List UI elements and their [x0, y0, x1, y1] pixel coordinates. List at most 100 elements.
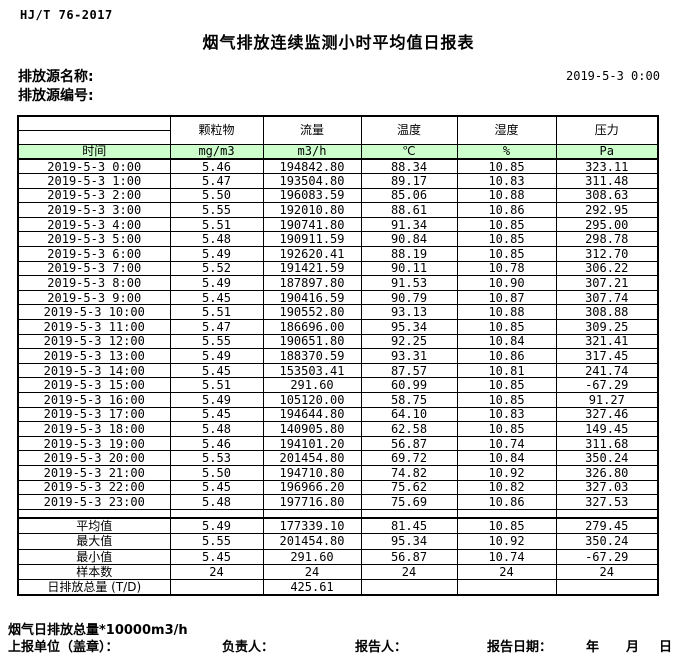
value-cell: 62.58	[360, 421, 458, 437]
value-cell: 323.11	[555, 158, 659, 175]
time-cell: 2019-5-3 4:00	[17, 216, 171, 233]
time-cell: 2019-5-3 8:00	[17, 275, 171, 291]
spacer-cell	[17, 508, 171, 520]
value-cell: 5.45	[169, 406, 264, 423]
time-cell: 2019-5-3 19:00	[17, 435, 171, 452]
spacer-cell	[262, 508, 362, 520]
col-header-pressure: 压力	[555, 115, 659, 145]
col-header-humidity: 湿度	[456, 115, 557, 145]
table-row: 2019-5-3 2:00 5.50 196083.59 85.06 10.88 308.…	[17, 187, 659, 204]
value-cell: 64.10	[360, 406, 458, 423]
table-row: 2019-5-3 16:00 5.49 105120.00 58.75 10.85 91.…	[17, 392, 659, 408]
value-cell: 10.86	[456, 494, 557, 510]
value-cell: 5.48	[169, 421, 264, 437]
value-cell: 321.41	[555, 333, 659, 350]
report-date-label: 报告日期：	[487, 640, 553, 655]
table-row: 2019-5-3 10:00 5.51 190552.80 93.13 10.88 308…	[17, 304, 659, 321]
value-cell: 24	[555, 563, 659, 581]
value-cell: 10.92	[456, 464, 557, 481]
day-label: 日	[659, 640, 673, 655]
value-cell: 88.34	[360, 158, 458, 175]
value-cell: 5.48	[169, 231, 264, 248]
value-cell: 10.74	[456, 548, 557, 565]
value-cell: 194101.20	[262, 435, 362, 452]
spacer-cell	[360, 508, 458, 520]
value-cell: 58.75	[360, 392, 458, 408]
value-cell: 5.47	[169, 319, 264, 335]
unit-flow-cell: m3/h	[262, 143, 362, 160]
value-cell: 10.83	[456, 406, 557, 423]
value-cell: 91.27	[555, 392, 659, 408]
table-row: 2019-5-3 8:00 5.49 187897.80 91.53 10.90 307.…	[17, 275, 659, 291]
value-cell: 196966.20	[262, 479, 362, 496]
value-cell: 193504.80	[262, 173, 362, 189]
value-cell: -67.29	[555, 377, 659, 393]
value-cell: 5.48	[169, 494, 264, 510]
value-cell: 5.52	[169, 260, 264, 277]
table-row: 2019-5-3 4:00 5.51 190741.80 91.34 10.85 295.…	[17, 216, 659, 233]
time-cell: 2019-5-3 18:00	[17, 421, 171, 437]
value-cell: 192620.41	[262, 246, 362, 262]
value-cell: 10.88	[456, 304, 557, 321]
value-cell: 10.85	[456, 392, 557, 408]
table-row: 2019-5-3 1:00 5.47 193504.80 89.17 10.83 311.…	[17, 173, 659, 189]
value-cell: 194644.80	[262, 406, 362, 423]
value-cell: 140905.80	[262, 421, 362, 437]
time-header-cell: 时间	[17, 143, 171, 160]
value-cell: 196083.59	[262, 187, 362, 204]
value-cell: 56.87	[360, 548, 458, 565]
value-cell: 191421.59	[262, 260, 362, 277]
value-cell: 326.80	[555, 464, 659, 481]
value-cell: 10.84	[456, 333, 557, 350]
value-cell: 10.82	[456, 479, 557, 496]
time-cell: 2019-5-3 17:00	[17, 406, 171, 423]
col-header-particulate: 颗粒物	[169, 115, 264, 145]
value-cell: 306.22	[555, 260, 659, 277]
time-cell: 2019-5-3 15:00	[17, 377, 171, 393]
time-cell: 2019-5-3 12:00	[17, 333, 171, 350]
table-row: 2019-5-3 23:00 5.48 197716.80 75.69 10.86 327…	[17, 494, 659, 510]
summary-row: 最大值 5.55 201454.80 95.34 10.92 350.24	[17, 533, 659, 550]
value-cell: 241.74	[555, 362, 659, 379]
table-row: 2019-5-3 20:00 5.53 201454.80 69.72 10.84 350…	[17, 450, 659, 466]
table-row: 2019-5-3 12:00 5.55 190651.80 92.25 10.84 321…	[17, 333, 659, 350]
value-cell: 10.86	[456, 202, 557, 218]
value-cell: 75.62	[360, 479, 458, 496]
summary-rows: 平均值 5.49 177339.10 81.45 10.85 279.45 最大值 5.55 2…	[17, 517, 659, 596]
value-cell: 10.87	[456, 289, 557, 306]
col-header-temperature: 温度	[360, 115, 458, 145]
value-cell: 425.61	[262, 579, 362, 596]
time-cell: 2019-5-3 0:00	[17, 158, 171, 175]
value-cell: 291.60	[262, 377, 362, 393]
report-datetime: 2019-5-3 0:00	[566, 69, 660, 83]
value-cell: 10.86	[456, 348, 557, 364]
value-cell: 5.49	[169, 392, 264, 408]
reporter-label: 报告人：	[355, 640, 408, 655]
value-cell: 10.78	[456, 260, 557, 277]
spacer-section	[17, 508, 659, 520]
time-cell: 2019-5-3 16:00	[17, 392, 171, 408]
unit-humidity-cell: %	[456, 143, 557, 160]
value-cell: 197716.80	[262, 494, 362, 510]
summary-label-cell: 最大值	[17, 533, 171, 550]
value-cell: 5.47	[169, 173, 264, 189]
value-cell: 81.45	[360, 517, 458, 535]
value-cell: 10.88	[456, 187, 557, 204]
time-cell: 2019-5-3 13:00	[17, 348, 171, 364]
time-cell: 2019-5-3 5:00	[17, 231, 171, 248]
year-label: 年	[586, 640, 600, 655]
value-cell: 24	[456, 563, 557, 581]
value-cell: 92.25	[360, 333, 458, 350]
value-cell: 5.55	[169, 333, 264, 350]
value-cell: 87.57	[360, 362, 458, 379]
summary-label-cell: 平均值	[17, 517, 171, 535]
value-cell	[555, 579, 659, 596]
value-cell: 295.00	[555, 216, 659, 233]
unit-pressure-cell: Pa	[555, 143, 659, 160]
summary-label-cell: 最小值	[17, 548, 171, 565]
value-cell: 5.51	[169, 216, 264, 233]
time-cell: 2019-5-3 10:00	[17, 304, 171, 321]
table-row: 2019-5-3 15:00 5.51 291.60 60.99 10.85 -67.29	[17, 377, 659, 393]
value-cell: 91.34	[360, 216, 458, 233]
value-cell: 5.49	[169, 275, 264, 291]
